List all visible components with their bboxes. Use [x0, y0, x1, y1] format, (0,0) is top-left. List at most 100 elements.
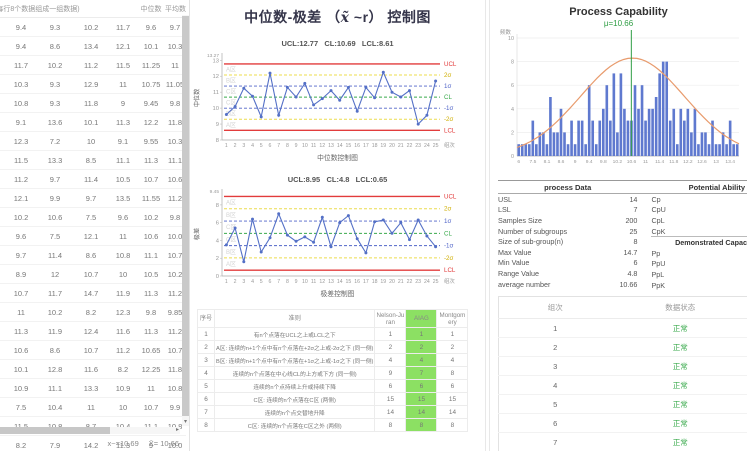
sample-value: 11.5: [108, 55, 139, 75]
status-header-row: 组次 数据状态: [498, 296, 747, 320]
sample-row: 8.9 12 10.7 10 10.5 10.2: [0, 264, 187, 284]
sample-value: 11.6: [108, 321, 139, 341]
rule-aiag-value: 7: [405, 366, 438, 380]
rule-text: C区: 连续的n个点落在C区之外 (两侧): [213, 418, 376, 432]
range-chart-caption: 极差控制图: [320, 291, 355, 298]
svg-text:12.2: 12.2: [683, 159, 693, 165]
process-data-value: 14: [629, 194, 638, 204]
process-data-label: Number of subgroups: [498, 226, 568, 236]
svg-text:9: 9: [215, 122, 218, 128]
scroll-down-icon[interactable]: ▾: [183, 419, 187, 425]
svg-text:2: 2: [233, 279, 236, 285]
process-data-label: Max Value: [498, 247, 532, 257]
process-data-row: Max Value 14.7: [498, 247, 637, 258]
capability-panel: Process Capability μ=10.66 0 2 4 6 8 10 频数 6 7.5…: [489, 0, 747, 451]
sample-value: 11.3: [108, 435, 139, 451]
svg-text:7.5: 7.5: [529, 159, 536, 165]
svg-text:12: 12: [319, 143, 325, 149]
rule-montgomery-value: 2: [436, 340, 469, 354]
rule-nelson-value: 6: [374, 379, 407, 393]
svg-text:8: 8: [285, 279, 288, 285]
sample-value: 8.6: [36, 36, 74, 56]
svg-text:2σ: 2σ: [444, 72, 451, 79]
svg-text:11: 11: [643, 159, 648, 165]
demonstrated-capability-header: Demonstrated Capac: [651, 236, 747, 248]
sample-median: 11.25: [138, 55, 165, 75]
sample-value: 10: [108, 264, 139, 284]
rule-row: 4 连续的n个点落在中心线CL的上方或下方 (同一侧) 9 7 8: [197, 366, 469, 380]
svg-text:频数: 频数: [499, 28, 511, 36]
sample-value: 11.1: [36, 378, 74, 398]
svg-text:25: 25: [432, 143, 438, 149]
svg-text:2: 2: [215, 256, 218, 262]
vertical-scrollbar[interactable]: ▾: [182, 15, 189, 426]
sample-row: 10.8 9.3 11.8 9 9.45 9.8: [0, 93, 187, 113]
status-row: 7 正常: [498, 432, 747, 451]
rules-col-montgomery[interactable]: Montgomery: [436, 309, 469, 328]
process-data-label: Min Value: [498, 258, 530, 268]
vertical-scrollbar-thumb[interactable]: [182, 16, 189, 416]
svg-text:C区: C区: [226, 100, 236, 107]
rule-text: 有n个点落在UCL之上或LCL之下: [213, 327, 376, 341]
sample-value: 7.2: [36, 131, 74, 151]
svg-text:10: 10: [508, 36, 514, 42]
svg-text:11.8: 11.8: [669, 159, 678, 165]
sample-value: 11.6: [74, 359, 108, 379]
sample-cell-clipped: [0, 340, 6, 360]
range-control-chart[interactable]: 9.4502468极差UCL2σ1σCL-1σ-2σLCLA区B区C区C区B区A…: [192, 186, 484, 290]
sample-mean: 11.05: [164, 74, 187, 94]
sample-data-panel: (每行8个数据组成一组数据) 中位数 平均数 9.4 9.3 10.2 11.7 9.6…: [0, 0, 190, 451]
overall-mean: X̄= 10.66: [148, 439, 179, 448]
svg-text:12: 12: [212, 74, 218, 80]
svg-text:4: 4: [251, 279, 254, 285]
sample-value: 7.9: [36, 435, 74, 451]
svg-text:-2σ: -2σ: [444, 116, 454, 123]
svg-text:2: 2: [233, 143, 236, 149]
process-data-row: USL 14: [498, 194, 637, 205]
sample-row: 11.2 9.7 11.4 10.5 10.7 10.6: [0, 169, 187, 189]
svg-text:UCL: UCL: [444, 61, 457, 68]
performance-index-label: PpU: [651, 259, 666, 269]
sample-row: 10.2 10.6 7.5 9.6 10.2 9.8: [0, 207, 187, 227]
sample-value: 11.9: [36, 321, 74, 341]
svg-text:UCL: UCL: [444, 193, 457, 200]
horizontal-scrollbar[interactable]: ▸: [0, 427, 180, 434]
sample-row: 11 10.2 8.2 12.3 9.8 9.85: [0, 302, 187, 322]
sample-row: 9.7 11.4 8.6 10.8 11.1 10.7: [0, 245, 187, 265]
svg-text:9: 9: [294, 143, 297, 149]
sample-cell-clipped: [0, 112, 6, 132]
svg-text:9: 9: [573, 159, 576, 165]
rule-montgomery-value: 14: [436, 405, 469, 419]
sample-row: 9.6 7.5 12.1 11 10.6 10.0: [0, 226, 187, 246]
sample-value: 11.2: [6, 169, 36, 189]
svg-text:LCL: LCL: [444, 267, 456, 274]
sample-value: 9.1: [108, 131, 139, 151]
sample-median: 10.2: [138, 207, 165, 227]
rules-col-nelson-juran[interactable]: Nelson-Juran: [374, 309, 407, 328]
group-number: 5: [498, 394, 612, 415]
svg-text:11.4: 11.4: [655, 159, 664, 165]
scroll-right-icon[interactable]: ▸: [175, 427, 179, 433]
sample-value: 9.3: [36, 93, 74, 113]
rule-text: A区: 连续的n+1个点中有n个点落在+2σ之上或-2σ之下 (同一侧): [213, 340, 376, 354]
sample-mean: 11.1: [164, 150, 187, 170]
horizontal-scrollbar-thumb[interactable]: [0, 427, 110, 434]
process-data-value: 7: [633, 205, 638, 215]
sample-value: 11.2: [74, 55, 108, 75]
process-data-row: Number of subgroups 25: [498, 226, 637, 237]
sample-value: 11: [74, 397, 108, 417]
performance-index-label: PpL: [651, 269, 665, 279]
group-status: 正常: [611, 394, 747, 415]
svg-text:13: 13: [713, 159, 719, 165]
rules-col-aiag[interactable]: AIAG: [405, 309, 438, 328]
svg-text:8.1: 8.1: [543, 159, 550, 165]
svg-text:C区: C区: [226, 236, 236, 243]
svg-text:-2σ: -2σ: [444, 255, 454, 262]
svg-text:1: 1: [224, 143, 227, 149]
svg-text:21: 21: [397, 143, 403, 149]
sample-value: 10.5: [108, 169, 139, 189]
group-status: 正常: [611, 432, 747, 451]
sample-median: 10.7: [138, 397, 165, 417]
median-control-chart[interactable]: 13.278910111213中位数UCL2σ1σCL-1σ-2σLCLA区B区…: [192, 50, 484, 154]
